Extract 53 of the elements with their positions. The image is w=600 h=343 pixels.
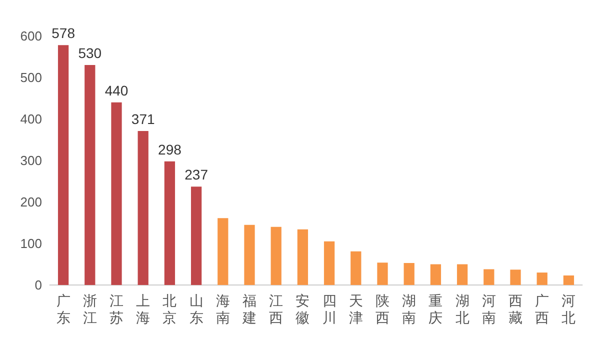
bar — [138, 131, 148, 285]
x-tick-label: 湖北 — [455, 294, 470, 326]
x-tick-label: 河南 — [482, 294, 496, 326]
y-tick-label: 200 — [20, 194, 42, 210]
x-tick-label: 江苏 — [110, 294, 124, 326]
bar — [456, 264, 468, 285]
x-tick-label: 福建 — [242, 294, 256, 326]
y-tick-label: 0 — [34, 278, 42, 292]
x-tick-label: 安徽 — [296, 294, 310, 326]
data-label: 371 — [131, 111, 155, 128]
y-tick-label: 100 — [20, 236, 42, 251]
bar — [270, 226, 282, 285]
x-tick-label: 北京 — [162, 294, 177, 326]
x-tick-label: 海南 — [216, 294, 230, 326]
bar — [218, 218, 228, 285]
x-tick-label: 湖南 — [402, 294, 416, 326]
x-tick-label: 四川 — [322, 294, 336, 326]
y-tick-label: 400 — [20, 112, 42, 126]
bar — [484, 269, 494, 285]
bar — [324, 241, 335, 285]
bar — [563, 275, 574, 285]
bar — [510, 270, 521, 285]
x-tick-label: 山东 — [189, 294, 204, 326]
bar — [84, 65, 96, 285]
data-label: 578 — [52, 25, 76, 42]
bar — [111, 102, 122, 285]
x-tick-label: 上海 — [136, 294, 150, 326]
x-tick-label: 江西 — [269, 294, 284, 326]
x-tick-label: 重庆 — [428, 294, 443, 326]
x-tick-label: 广东 — [56, 294, 70, 326]
data-label: 530 — [78, 45, 102, 62]
y-tick-label: 500 — [20, 70, 42, 85]
x-tick-label: 天津 — [348, 294, 363, 326]
bar — [164, 161, 176, 285]
x-tick-label: 西藏 — [508, 294, 522, 326]
bar — [404, 263, 414, 285]
data-label: 298 — [158, 141, 182, 158]
bar — [377, 262, 388, 285]
bar — [190, 186, 202, 285]
x-tick-label: 广西 — [535, 294, 550, 326]
x-tick-label: 浙江 — [82, 294, 97, 326]
x-tick-label: 河北 — [562, 294, 576, 326]
data-label: 440 — [104, 82, 128, 98]
y-tick-label: 600 — [20, 28, 42, 44]
bar — [58, 45, 69, 285]
bar — [536, 272, 548, 285]
data-label: 237 — [184, 166, 208, 183]
bar — [350, 251, 362, 285]
x-tick-label: 陕西 — [376, 294, 390, 326]
y-tick-label: 300 — [20, 153, 42, 168]
bar — [297, 229, 308, 285]
bar — [430, 264, 442, 285]
bar — [244, 224, 255, 285]
